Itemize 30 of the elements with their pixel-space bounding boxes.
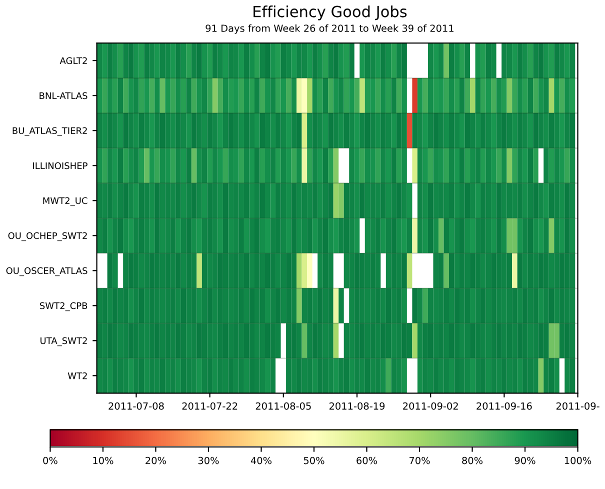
y-tick-label: OU_OSCER_ATLAS bbox=[6, 267, 88, 276]
y-tick-label: OU_OCHEP_SWT2 bbox=[8, 232, 87, 242]
x-tick-label: 2011-08-19 bbox=[329, 402, 385, 410]
chart-title: Efficiency Good Jobs bbox=[254, 6, 407, 20]
x-tick-label: 2011-09- bbox=[556, 402, 600, 410]
color-bar-label: 70% bbox=[410, 456, 430, 464]
color-bar-label: 50% bbox=[304, 456, 324, 464]
color-bar-label: 20% bbox=[146, 456, 166, 464]
color-bar-label: 40% bbox=[250, 456, 272, 464]
y-tick-label: UTA_SWT2 bbox=[40, 337, 87, 346]
y-tick-label: BNL-ATLAS bbox=[40, 92, 88, 100]
color-bar-label: 10% bbox=[93, 456, 114, 464]
y-tick-label: SWT2_CPB bbox=[40, 302, 88, 312]
x-tick-label: 2011-07-08 bbox=[108, 402, 164, 410]
x-tick-label: 2011-07-22 bbox=[182, 402, 238, 410]
y-tick-label: BU_ATLAS_TIER2 bbox=[12, 127, 87, 136]
y-tick-label: WT2 bbox=[68, 372, 87, 380]
x-tick-label: 2011-08-05 bbox=[256, 402, 311, 410]
color-bar-label: 60% bbox=[356, 456, 378, 464]
y-tick-label: ILLINOISHEP bbox=[33, 162, 88, 170]
color-bar-label: 80% bbox=[462, 456, 483, 464]
x-tick-label: 2011-09-16 bbox=[476, 402, 532, 410]
chart-subtitle: 91 Days from Week 26 of 2011 to Week 39 of 2011 bbox=[206, 24, 454, 34]
y-tick-label: AGLT2 bbox=[60, 57, 87, 64]
color-bar-label: 100% bbox=[564, 456, 592, 464]
color-bar-label: 30% bbox=[198, 456, 219, 464]
color-bar-label: 0% bbox=[43, 456, 58, 464]
y-tick-label: MWT2_UC bbox=[43, 197, 88, 206]
x-tick-label: 2011-09-02 bbox=[403, 402, 458, 410]
color-bar-label: 90% bbox=[514, 456, 536, 464]
